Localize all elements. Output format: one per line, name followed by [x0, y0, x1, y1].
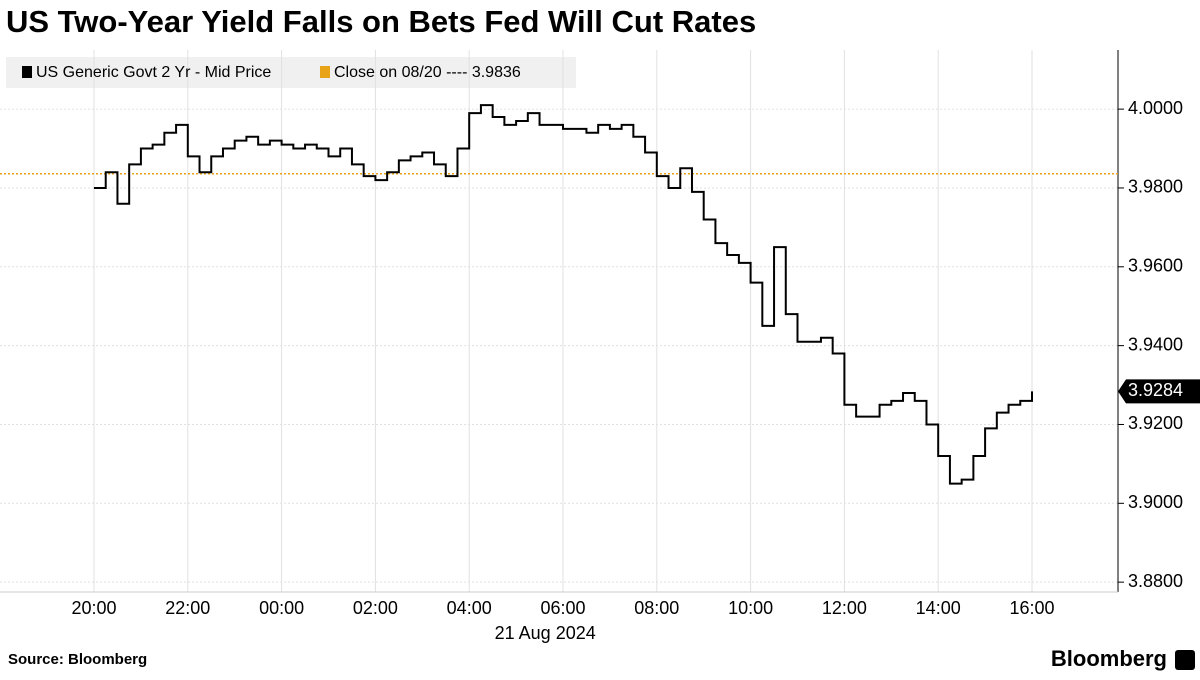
brand-icon — [1175, 650, 1195, 670]
legend-swatch — [22, 66, 32, 78]
x-tick-label: 14:00 — [916, 598, 961, 618]
y-tick-label: 3.9400 — [1128, 334, 1183, 354]
last-value-label: 3.9284 — [1128, 380, 1183, 400]
y-tick-label: 3.9200 — [1128, 413, 1183, 433]
y-tick-label: 4.0000 — [1128, 98, 1183, 118]
x-tick-label: 12:00 — [822, 598, 867, 618]
x-tick-label: 04:00 — [447, 598, 492, 618]
x-sublabel: 21 Aug 2024 — [495, 623, 596, 643]
x-tick-label: 16:00 — [1009, 598, 1054, 618]
legend-swatch — [320, 66, 330, 78]
x-tick-label: 08:00 — [634, 598, 679, 618]
y-tick-label: 3.9600 — [1128, 256, 1183, 276]
x-tick-label: 00:00 — [259, 598, 304, 618]
brand: Bloomberg — [1051, 646, 1167, 671]
legend-label: US Generic Govt 2 Yr - Mid Price — [36, 64, 271, 81]
line — [94, 104, 1033, 485]
last-value-badge — [1118, 379, 1200, 404]
y-tick-label: 3.8800 — [1128, 571, 1183, 591]
x-tick-label: 06:00 — [540, 598, 585, 618]
x-tick-label: 02:00 — [353, 598, 398, 618]
legend-box — [6, 57, 576, 88]
x-tick-label: 10:00 — [728, 598, 773, 618]
y-tick-label: 3.9800 — [1128, 177, 1183, 197]
source: Source: Bloomberg — [8, 651, 147, 668]
x-tick-label: 22:00 — [165, 598, 210, 618]
x-tick-label: 20:00 — [71, 598, 116, 618]
legend-label: Close on 08/20 ---- 3.9836 — [334, 64, 521, 81]
chart-title: US Two-Year Yield Falls on Bets Fed Will… — [6, 4, 756, 39]
y-tick-label: 3.9000 — [1128, 492, 1183, 512]
